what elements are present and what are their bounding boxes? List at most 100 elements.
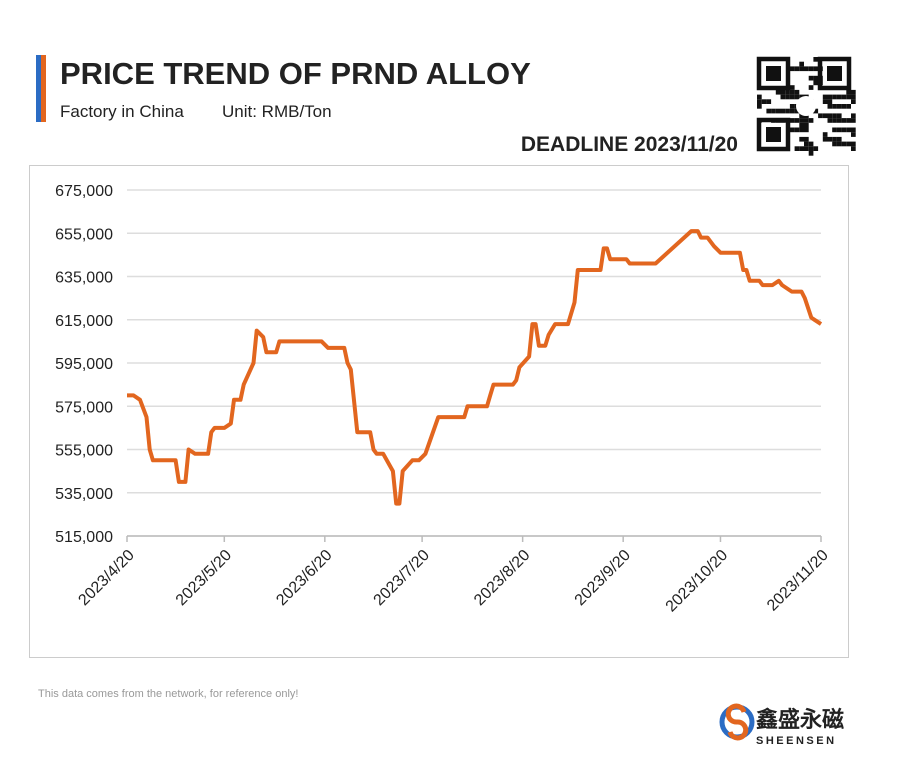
qr-cell (841, 127, 847, 133)
qr-cell (794, 108, 800, 114)
plot: 515,000 535,000 555,000 575,000 595,000 615,0… (55, 183, 832, 615)
qr-cell (822, 99, 828, 104)
qr-cell (841, 94, 847, 100)
qr-cell (804, 118, 809, 123)
qr-cell (804, 66, 809, 72)
qr-cell (822, 94, 828, 100)
y-tick-label: 655,000 (55, 226, 113, 243)
qr-cell (789, 94, 795, 100)
qr-cell (851, 99, 856, 104)
qr-cell (766, 99, 772, 104)
qr-cell (827, 118, 833, 123)
qr-cell (846, 104, 851, 109)
qr-cell (775, 89, 781, 95)
qr-cell (789, 118, 795, 123)
y-tick-label: 555,000 (55, 443, 113, 460)
qr-cell (832, 136, 837, 142)
qr-cell (832, 104, 837, 109)
qr-cell (804, 146, 809, 151)
qr-cell (808, 146, 814, 151)
qr-finder (817, 56, 852, 91)
qr-cell (799, 66, 804, 72)
brand-logo: 鑫盛永磁 SHEENSEN (719, 703, 844, 747)
qr-cell (799, 118, 804, 123)
qr-cell (808, 85, 814, 90)
qr-cell (789, 85, 795, 90)
y-tick-label: 535,000 (55, 486, 113, 503)
qr-cell (804, 141, 809, 147)
qr-cell (808, 118, 814, 123)
brand-latin: SHEENSEN (756, 735, 837, 747)
qr-finder (766, 66, 781, 81)
x-tick-label: 2023/10/20 (663, 547, 732, 616)
qr-cell (851, 89, 856, 95)
qr-cell (808, 151, 814, 156)
x-tick-label: 2023/7/20 (371, 547, 433, 609)
qr-cell (804, 122, 809, 128)
qr-cell (794, 118, 800, 123)
qr-cell (832, 118, 837, 123)
x-tick-label: 2023/11/20 (764, 547, 832, 615)
qr-cell (813, 146, 819, 151)
x-tick-label: 2023/6/20 (273, 547, 335, 609)
qr-cell (836, 141, 842, 147)
y-tick-label: 595,000 (55, 356, 113, 373)
qr-cell (846, 127, 851, 133)
qr-cell (846, 94, 851, 100)
qr-cell (851, 146, 856, 151)
qr-cell (799, 113, 804, 119)
qr-cell (794, 127, 800, 133)
qr-cell (841, 141, 847, 147)
qr-finder (756, 56, 791, 91)
qr-cell (785, 108, 790, 114)
qr-cell (836, 127, 842, 133)
qr-cell (836, 104, 842, 109)
subtitle: Factory in China (60, 102, 184, 121)
title: PRICE TREND OF PRND ALLOY (60, 56, 531, 91)
qr-cell (822, 132, 828, 137)
qr-cell (827, 136, 833, 142)
qr-cell (780, 94, 786, 100)
qr-cell (799, 146, 804, 151)
qr-cell (808, 66, 814, 72)
qr-cell (789, 127, 795, 133)
qr-cell (780, 89, 786, 95)
qr-cell (832, 141, 837, 147)
qr-cell (794, 146, 800, 151)
x-tick-label: 2023/8/20 (471, 547, 533, 609)
qr-cell (827, 94, 833, 100)
qr-cell (789, 66, 795, 72)
brand-name: 鑫盛永磁 (756, 707, 844, 732)
qr-cell (851, 113, 856, 119)
qr-cell (804, 136, 809, 142)
footnote: This data comes from the network, for re… (38, 688, 298, 700)
qr-cell (813, 75, 819, 81)
qr-cell (757, 94, 762, 100)
qr-finder (827, 66, 842, 81)
y-tick-label: 615,000 (55, 313, 113, 330)
qr-cell (794, 94, 800, 100)
qr-cell (836, 136, 842, 142)
qr-cell (827, 104, 833, 109)
qr-cell (841, 118, 847, 123)
qr-cell (836, 113, 842, 119)
qr-cell (813, 66, 819, 72)
qr-cell (780, 108, 786, 114)
qr-cell (851, 132, 856, 137)
qr-cell (771, 108, 776, 114)
qr-cell (827, 113, 833, 119)
qr-cell (808, 141, 814, 147)
qr-cell (851, 94, 856, 100)
y-tick-label: 675,000 (55, 183, 113, 200)
qr-cell (841, 104, 847, 109)
qr-cell (813, 108, 819, 114)
qr-cell (836, 94, 842, 100)
qr-cell (789, 104, 795, 109)
y-tick-label: 575,000 (55, 399, 113, 416)
qr-cell (832, 94, 837, 100)
y-tick-label: 635,000 (55, 270, 113, 287)
qr-finder (756, 117, 791, 152)
qr-cell (813, 80, 819, 86)
qr-cell (785, 94, 790, 100)
